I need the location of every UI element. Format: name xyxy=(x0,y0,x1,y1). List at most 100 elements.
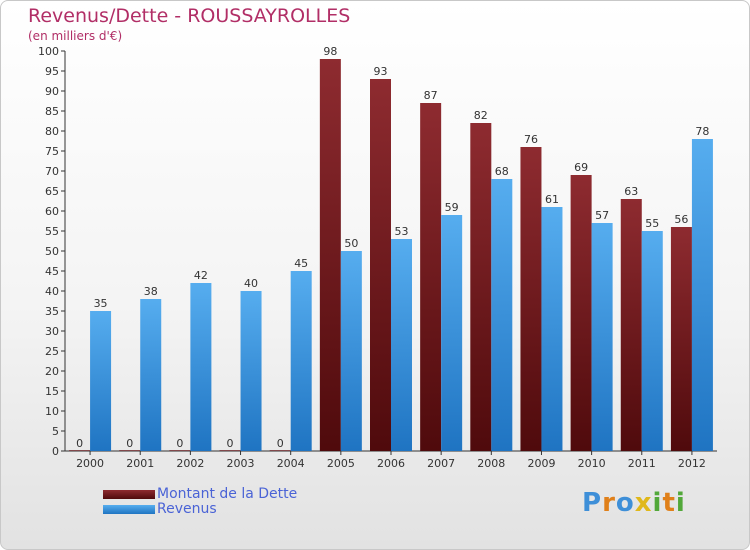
logo-letter: r xyxy=(602,488,616,518)
x-tick-label: 2007 xyxy=(427,457,455,470)
data-label-revenus-2004: 45 xyxy=(294,257,308,270)
bar-revenus-2012 xyxy=(691,139,713,451)
legend-swatch-revenus xyxy=(103,505,155,514)
y-tick-label: 95 xyxy=(45,65,59,78)
bar-revenus-2007 xyxy=(441,215,463,451)
data-label-dette-2012: 56 xyxy=(674,213,688,226)
bar-dette-2007 xyxy=(420,103,442,451)
y-tick-label: 35 xyxy=(45,305,59,318)
y-tick-label: 40 xyxy=(45,285,59,298)
x-tick-label: 2012 xyxy=(678,457,706,470)
bar-revenus-2011 xyxy=(641,231,663,451)
data-label-dette-2007: 87 xyxy=(424,89,438,102)
bar-dette-2002 xyxy=(169,450,191,451)
data-label-dette-2006: 93 xyxy=(374,65,388,78)
bar-revenus-2000 xyxy=(90,311,112,451)
data-label-revenus-2010: 57 xyxy=(595,209,609,222)
x-tick-label: 2011 xyxy=(628,457,656,470)
data-label-revenus-2007: 59 xyxy=(445,201,459,214)
bar-revenus-2001 xyxy=(140,299,162,451)
chart-subtitle: (en milliers d'€) xyxy=(28,29,123,43)
bar-dette-2000 xyxy=(69,450,91,451)
x-tick-label: 2008 xyxy=(477,457,505,470)
x-tick-label: 2002 xyxy=(176,457,204,470)
x-tick-label: 2003 xyxy=(227,457,255,470)
legend-label-revenus: Revenus xyxy=(157,501,217,517)
y-tick-label: 45 xyxy=(45,265,59,278)
x-tick-label: 2009 xyxy=(527,457,555,470)
data-label-revenus-2002: 42 xyxy=(194,269,208,282)
x-tick-label: 2005 xyxy=(327,457,355,470)
y-tick-label: 50 xyxy=(45,245,59,258)
logo-letter: i xyxy=(652,488,663,518)
bar-dette-2008 xyxy=(470,123,492,451)
logo-letter: i xyxy=(675,488,686,518)
data-label-revenus-2005: 50 xyxy=(344,237,358,250)
x-tick-label: 2010 xyxy=(578,457,606,470)
y-tick-label: 5 xyxy=(52,425,59,438)
y-tick-label: 25 xyxy=(45,345,59,358)
logo-letter: o xyxy=(615,488,635,518)
bar-revenus-2005 xyxy=(340,251,362,451)
y-tick-label: 80 xyxy=(45,125,59,138)
data-label-revenus-2006: 53 xyxy=(395,225,409,238)
data-label-dette-2004: 0 xyxy=(277,437,284,450)
data-label-dette-2009: 76 xyxy=(524,133,538,146)
legend-swatch-debt xyxy=(103,490,155,499)
x-tick-label: 2001 xyxy=(126,457,154,470)
x-tick-label: 2000 xyxy=(76,457,104,470)
proxiti-logo: Proxiti xyxy=(582,488,686,518)
bar-dette-2010 xyxy=(570,175,592,451)
y-tick-label: 90 xyxy=(45,85,59,98)
x-tick-label: 2004 xyxy=(277,457,305,470)
data-label-dette-2008: 82 xyxy=(474,109,488,122)
y-tick-label: 30 xyxy=(45,325,59,338)
logo-letter: x xyxy=(634,488,653,518)
y-tick-label: 60 xyxy=(45,205,59,218)
bar-dette-2005 xyxy=(319,59,341,451)
data-label-dette-2010: 69 xyxy=(574,161,588,174)
data-label-revenus-2000: 35 xyxy=(94,297,108,310)
data-label-dette-2002: 0 xyxy=(176,437,183,450)
data-label-revenus-2009: 61 xyxy=(545,193,559,206)
data-label-dette-2000: 0 xyxy=(76,437,83,450)
data-label-revenus-2003: 40 xyxy=(244,277,258,290)
data-label-revenus-2011: 55 xyxy=(645,217,659,230)
bar-revenus-2008 xyxy=(491,179,513,451)
bar-revenus-2006 xyxy=(391,239,412,451)
bar-revenus-2004 xyxy=(290,271,312,451)
bar-revenus-2003 xyxy=(240,291,262,451)
data-label-dette-2001: 0 xyxy=(126,437,133,450)
y-tick-label: 75 xyxy=(45,145,59,158)
y-tick-label: 20 xyxy=(45,365,59,378)
bar-dette-2006 xyxy=(370,79,391,451)
data-label-revenus-2001: 38 xyxy=(144,285,158,298)
data-label-dette-2011: 63 xyxy=(624,185,638,198)
data-label-dette-2003: 0 xyxy=(227,437,234,450)
y-tick-label: 85 xyxy=(45,105,59,118)
bar-dette-2001 xyxy=(119,450,141,451)
x-tick-label: 2006 xyxy=(377,457,405,470)
bar-dette-2012 xyxy=(670,227,692,451)
y-tick-label: 65 xyxy=(45,185,59,198)
data-label-revenus-2008: 68 xyxy=(495,165,509,178)
y-tick-label: 55 xyxy=(45,225,59,238)
bar-dette-2011 xyxy=(620,199,642,451)
y-tick-label: 70 xyxy=(45,165,59,178)
logo-letter: P xyxy=(582,488,603,518)
chart-title: Revenus/Dette - ROUSSAYROLLES xyxy=(28,5,351,27)
bar-dette-2004 xyxy=(269,450,291,451)
bar-dette-2003 xyxy=(219,450,241,451)
data-label-revenus-2012: 78 xyxy=(695,125,709,138)
bar-dette-2009 xyxy=(520,147,542,451)
bar-revenus-2010 xyxy=(591,223,613,451)
y-tick-label: 15 xyxy=(45,385,59,398)
y-tick-label: 0 xyxy=(52,445,59,458)
y-tick-label: 100 xyxy=(38,45,59,58)
bar-revenus-2002 xyxy=(190,283,212,451)
logo-letter: t xyxy=(662,488,676,518)
legend-label-debt: Montant de la Dette xyxy=(157,486,298,502)
y-tick-label: 10 xyxy=(45,405,59,418)
